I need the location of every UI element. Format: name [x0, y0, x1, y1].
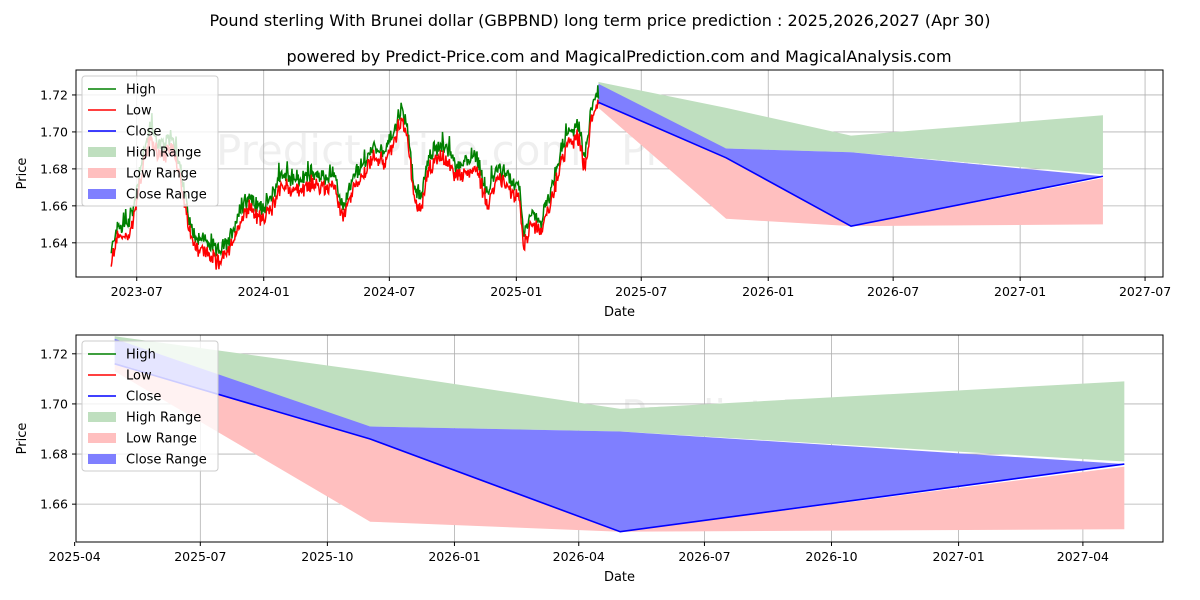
x-axis-label: Date [604, 570, 635, 585]
x-tick-label: 2026-01 [428, 549, 480, 564]
x-tick-label: 2025-04 [49, 549, 101, 564]
x-tick-label: 2025-07 [174, 549, 226, 564]
watermark-text: Predict-Price.com [621, 275, 986, 324]
legend-label-close: Close [126, 390, 161, 405]
watermark-text: Predict-Price.com [216, 126, 581, 175]
x-tick-label: 2027-01 [932, 549, 984, 564]
y-tick-label: 1.72 [40, 87, 68, 102]
y-tick-label: 1.72 [40, 346, 68, 361]
low-range-band [598, 94, 1103, 227]
y-axis-label: Price [15, 423, 30, 455]
x-tick-label: 2027-07 [1119, 284, 1171, 299]
top-panel: Predict-Price.com Predict-Price.com Predic… [15, 69, 1171, 324]
legend-label-low-range: Low Range [126, 167, 197, 182]
chart-subtitle: powered by Predict-Price.com and Magical… [286, 47, 951, 66]
watermark-text: Predict-Price.com [216, 275, 581, 324]
legend-label-close-range: Close Range [126, 453, 207, 468]
legend-swatch-high-range [88, 412, 116, 422]
legend: High Low Close High Range Low Range Close Ran… [81, 75, 219, 207]
x-tick-label: 2024-07 [363, 284, 415, 299]
axes-frame [75, 69, 1164, 278]
high-series-line [110, 85, 600, 257]
x-tick-label: 2026-07 [678, 549, 730, 564]
x-axis-label: Date [604, 305, 635, 320]
high-range-band [114, 336, 1125, 462]
legend-label-low: Low [126, 369, 152, 384]
close-forecast-line [114, 363, 1125, 533]
x-tick-label: 2024-01 [238, 284, 290, 299]
legend-label-high: High [126, 83, 156, 98]
high-range-band [598, 82, 1103, 175]
legend-swatch-low-range [88, 168, 116, 178]
legend-label-high: High [126, 348, 156, 363]
x-tick-label: 2023-07 [111, 284, 163, 299]
x-tick-label: 2026-04 [553, 549, 605, 564]
low-range-band [114, 353, 1125, 532]
x-tick-label: 2025-07 [615, 284, 667, 299]
plot-area: Predict-Price.com Predict-Price.com Predic… [76, 70, 1163, 324]
legend-label-high-range: High Range [126, 411, 201, 426]
x-tick-label: 2026-07 [867, 284, 919, 299]
x-tick-label: 2026-01 [742, 284, 794, 299]
axes-frame [75, 334, 1164, 543]
legend-swatch-high-range [88, 147, 116, 157]
legend-swatch-close-range [88, 454, 116, 464]
legend-swatch-low-range [88, 433, 116, 443]
low-series-line [110, 99, 600, 270]
legend-label-close-range: Close Range [126, 188, 207, 203]
y-tick-label: 1.70 [40, 124, 68, 139]
close-forecast-line [598, 101, 1104, 228]
y-tick-label: 1.64 [40, 235, 68, 250]
legend-label-high-range: High Range [126, 146, 201, 161]
x-tick-label: 2025-10 [301, 549, 353, 564]
legend: High Low Close High Range Low Range Close Ran… [81, 340, 219, 472]
y-tick-label: 1.68 [40, 447, 68, 462]
x-tick-label: 2027-01 [994, 284, 1046, 299]
y-tick-label: 1.66 [40, 198, 68, 213]
x-tick-label: 2025-01 [490, 284, 542, 299]
x-tick-label: 2026-10 [805, 549, 857, 564]
close-range-band [114, 338, 1125, 532]
y-tick-label: 1.68 [40, 161, 68, 176]
legend-label-low-range: Low Range [126, 432, 197, 447]
legend-label-close: Close [126, 125, 161, 140]
close-range-band [598, 83, 1103, 227]
y-axis-label: Price [15, 158, 30, 190]
legend-label-low: Low [126, 104, 152, 119]
y-tick-label: 1.66 [40, 497, 68, 512]
x-tick-label: 2027-04 [1057, 549, 1109, 564]
legend-swatch-close-range [88, 189, 116, 199]
y-tick-label: 1.70 [40, 396, 68, 411]
chart-title: Pound sterling With Brunei dollar (GBPBN… [210, 11, 991, 30]
